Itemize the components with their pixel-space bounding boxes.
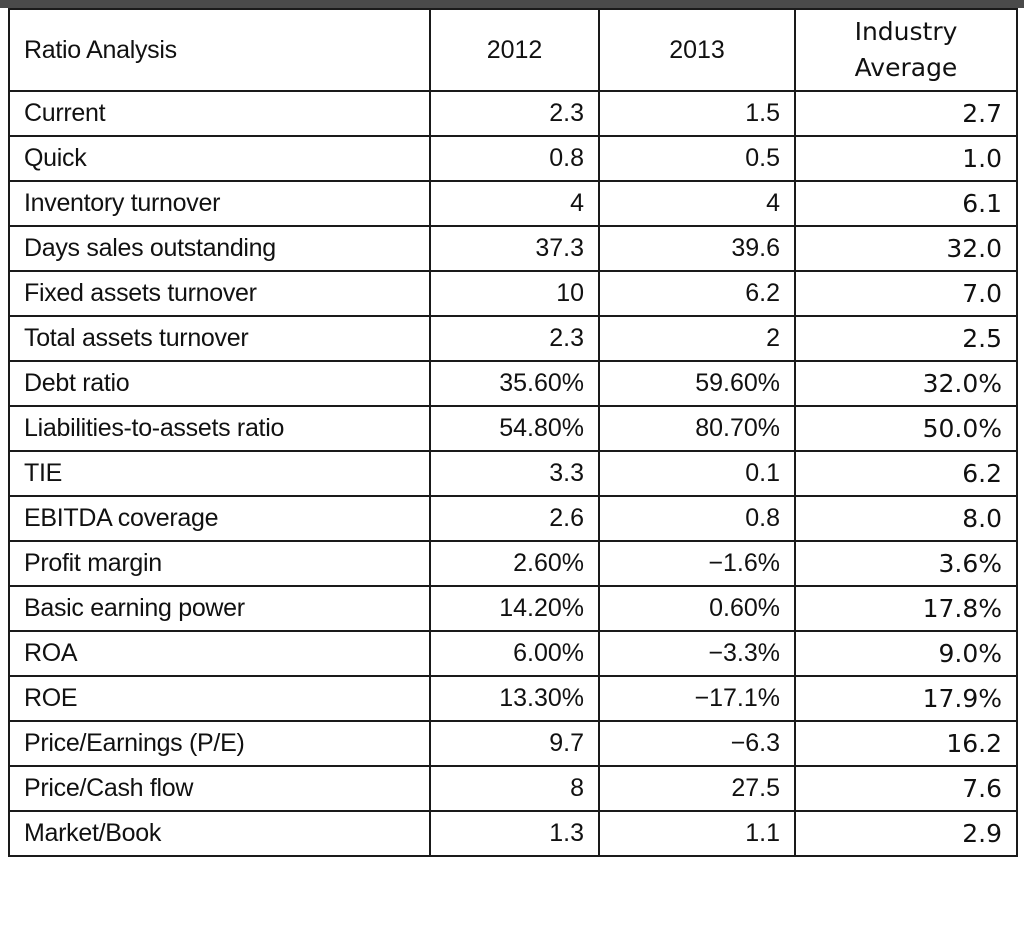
table-row: Quick 0.8 0.5 1.0 — [8, 135, 1018, 182]
value-2013: 27.5 — [598, 765, 796, 812]
value-2013: 2 — [598, 315, 796, 362]
table-row: Market/Book 1.3 1.1 2.9 — [8, 810, 1018, 857]
top-border-strip — [0, 0, 1024, 8]
value-industry-average: 7.6 — [794, 765, 1018, 812]
header-industry-line2: Average — [854, 53, 958, 82]
value-industry-average: 17.9% — [794, 675, 1018, 722]
table-row: Profit margin 2.60% −1.6% 3.6% — [8, 540, 1018, 587]
header-industry-line1: Industry — [854, 17, 958, 46]
ratio-label: Basic earning power — [8, 585, 431, 632]
value-2012: 10 — [429, 270, 600, 317]
header-2013: 2013 — [598, 8, 796, 92]
value-2013: 4 — [598, 180, 796, 227]
value-industry-average: 17.8% — [794, 585, 1018, 632]
value-industry-average: 7.0 — [794, 270, 1018, 317]
value-industry-average: 6.2 — [794, 450, 1018, 497]
ratio-label: Profit margin — [8, 540, 431, 587]
value-2012: 54.80% — [429, 405, 600, 452]
value-industry-average: 3.6% — [794, 540, 1018, 587]
value-2013: 6.2 — [598, 270, 796, 317]
value-2012: 8 — [429, 765, 600, 812]
table-row: Basic earning power 14.20% 0.60% 17.8% — [8, 585, 1018, 632]
header-2012: 2012 — [429, 8, 600, 92]
value-2012: 37.3 — [429, 225, 600, 272]
value-industry-average: 8.0 — [794, 495, 1018, 542]
ratio-label: EBITDA coverage — [8, 495, 431, 542]
table-row: ROA 6.00% −3.3% 9.0% — [8, 630, 1018, 677]
table-row: EBITDA coverage 2.6 0.8 8.0 — [8, 495, 1018, 542]
value-industry-average: 50.0% — [794, 405, 1018, 452]
header-ratio-analysis: Ratio Analysis — [8, 8, 431, 92]
table-body: Ratio Analysis 2012 2013 Industry Averag… — [8, 8, 1018, 857]
header-industry-average: Industry Average — [794, 8, 1018, 92]
value-2012: 2.3 — [429, 90, 600, 137]
value-2012: 2.6 — [429, 495, 600, 542]
ratio-label: ROA — [8, 630, 431, 677]
value-2013: 80.70% — [598, 405, 796, 452]
value-2012: 13.30% — [429, 675, 600, 722]
table-row: Price/Cash flow 8 27.5 7.6 — [8, 765, 1018, 812]
value-2013: 0.8 — [598, 495, 796, 542]
value-2012: 0.8 — [429, 135, 600, 182]
table-row: Liabilities-to-assets ratio 54.80% 80.70% 5… — [8, 405, 1018, 452]
value-industry-average: 16.2 — [794, 720, 1018, 767]
value-industry-average: 32.0 — [794, 225, 1018, 272]
value-2012: 3.3 — [429, 450, 600, 497]
value-2013: −6.3 — [598, 720, 796, 767]
table-row: Price/Earnings (P/E) 9.7 −6.3 16.2 — [8, 720, 1018, 767]
ratio-label: Inventory turnover — [8, 180, 431, 227]
value-2012: 6.00% — [429, 630, 600, 677]
table-row: ROE 13.30% −17.1% 17.9% — [8, 675, 1018, 722]
ratio-label: Market/Book — [8, 810, 431, 857]
value-2013: −3.3% — [598, 630, 796, 677]
value-2012: 2.60% — [429, 540, 600, 587]
ratio-label: Current — [8, 90, 431, 137]
ratio-analysis-table: Ratio Analysis 2012 2013 Industry Averag… — [8, 8, 1018, 857]
table-row: Current 2.3 1.5 2.7 — [8, 90, 1018, 137]
ratio-label: Debt ratio — [8, 360, 431, 407]
table-row: Inventory turnover 4 4 6.1 — [8, 180, 1018, 227]
table-row: TIE 3.3 0.1 6.2 — [8, 450, 1018, 497]
value-2013: 0.5 — [598, 135, 796, 182]
header-row: Ratio Analysis 2012 2013 Industry Averag… — [8, 8, 1018, 92]
value-2012: 4 — [429, 180, 600, 227]
ratio-label: Fixed assets turnover — [8, 270, 431, 317]
table-row: Total assets turnover 2.3 2 2.5 — [8, 315, 1018, 362]
value-2013: 39.6 — [598, 225, 796, 272]
table-row: Days sales outstanding 37.3 39.6 32.0 — [8, 225, 1018, 272]
value-2013: 0.1 — [598, 450, 796, 497]
value-2013: 1.5 — [598, 90, 796, 137]
value-2012: 35.60% — [429, 360, 600, 407]
ratio-label: Total assets turnover — [8, 315, 431, 362]
value-industry-average: 32.0% — [794, 360, 1018, 407]
value-industry-average: 6.1 — [794, 180, 1018, 227]
value-2013: −17.1% — [598, 675, 796, 722]
table-row: Fixed assets turnover 10 6.2 7.0 — [8, 270, 1018, 317]
value-2013: 1.1 — [598, 810, 796, 857]
ratio-label: Liabilities-to-assets ratio — [8, 405, 431, 452]
ratio-label: Quick — [8, 135, 431, 182]
value-2012: 2.3 — [429, 315, 600, 362]
ratio-label: Price/Cash flow — [8, 765, 431, 812]
ratio-label: TIE — [8, 450, 431, 497]
value-industry-average: 1.0 — [794, 135, 1018, 182]
table-row: Debt ratio 35.60% 59.60% 32.0% — [8, 360, 1018, 407]
value-industry-average: 2.9 — [794, 810, 1018, 857]
ratio-label: Days sales outstanding — [8, 225, 431, 272]
value-2013: 59.60% — [598, 360, 796, 407]
value-industry-average: 2.7 — [794, 90, 1018, 137]
value-2013: −1.6% — [598, 540, 796, 587]
ratio-label: Price/Earnings (P/E) — [8, 720, 431, 767]
value-2013: 0.60% — [598, 585, 796, 632]
value-2012: 1.3 — [429, 810, 600, 857]
value-industry-average: 9.0% — [794, 630, 1018, 677]
value-industry-average: 2.5 — [794, 315, 1018, 362]
value-2012: 14.20% — [429, 585, 600, 632]
ratio-label: ROE — [8, 675, 431, 722]
value-2012: 9.7 — [429, 720, 600, 767]
